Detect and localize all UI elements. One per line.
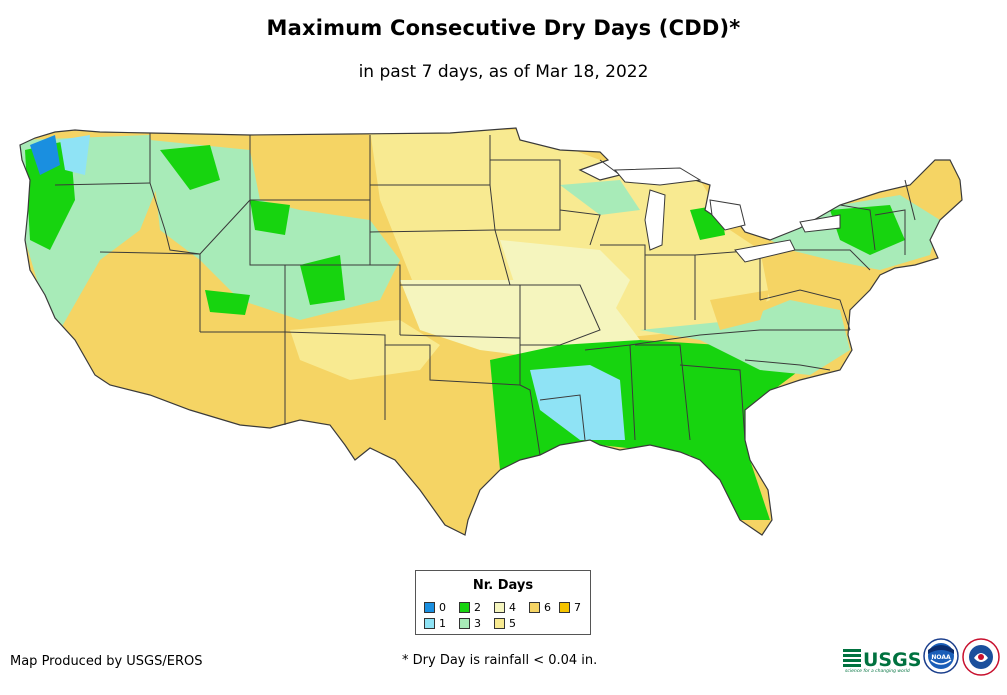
legend-label-2: 2 [474, 601, 481, 614]
legend-item-0: 0 [424, 602, 446, 614]
lake-michigan [644, 189, 666, 251]
region-2-days-idaho [160, 145, 220, 190]
legend-item-6: 6 [529, 602, 551, 614]
region-3-days-wi [560, 180, 640, 215]
legend-item-3: 3 [459, 618, 481, 630]
legend-title: Nr. Days [472, 578, 534, 593]
legend-label-7: 7 [574, 601, 581, 614]
legend-item-1: 1 [424, 618, 446, 630]
map-subtitle: in past 7 days, as of Mar 18, 2022 [358, 62, 649, 82]
map-title: Maximum Consecutive Dry Days (CDD)* [266, 16, 741, 40]
great-lakes [613, 167, 841, 263]
region-6-days-wv [710, 290, 770, 330]
lake-ontario [799, 214, 841, 233]
lake-erie [734, 239, 796, 263]
legend-swatch-7 [559, 602, 570, 613]
region-1-days-nw [60, 135, 90, 175]
region-2-days-ny [830, 205, 905, 255]
usgs-logo: USGS science for a changing world [843, 640, 921, 678]
legend-label-3: 3 [474, 617, 481, 630]
cdd-fill-layer [20, 128, 962, 535]
region-0-days-nw [30, 135, 60, 175]
usgs-tagline: science for a changing world [845, 668, 910, 674]
legend-item-7: 7 [559, 602, 581, 614]
legend-label-5: 5 [509, 617, 516, 630]
region-2-days-co [300, 255, 345, 305]
region-2-days-ut [205, 290, 250, 315]
legend-swatch-2 [459, 602, 470, 613]
legend-box: Nr. Days 0 1 2 3 4 5 6 7 [415, 570, 591, 635]
credit-text: Map Produced by USGS/EROS [10, 654, 203, 669]
legend-item-4: 4 [494, 602, 516, 614]
legend-label-1: 1 [439, 617, 446, 630]
legend-swatch-6 [529, 602, 540, 613]
dry-day-note: * Dry Day is rainfall < 0.04 in. [402, 653, 598, 668]
legend-swatch-3 [459, 618, 470, 629]
legend-item-2: 2 [459, 602, 481, 614]
region-2-days-wy [250, 200, 290, 235]
usgs-wordmark: USGS [863, 649, 921, 671]
legend-label-4: 4 [509, 601, 516, 614]
legend-item-5: 5 [494, 618, 516, 630]
region-1-days-ms [530, 365, 625, 440]
nws-logo [962, 638, 1000, 680]
noaa-wordmark: NOAA [931, 654, 951, 661]
legend-label-0: 0 [439, 601, 446, 614]
noaa-logo: NOAA [923, 638, 959, 678]
region-3-days-mid-atlantic [640, 300, 850, 375]
lake-superior [613, 167, 702, 186]
state-borders [19, 127, 963, 536]
legend-swatch-1 [424, 618, 435, 629]
legend-swatch-0 [424, 602, 435, 613]
lake-huron [709, 199, 746, 231]
legend-label-6: 6 [544, 601, 551, 614]
legend-swatch-5 [494, 618, 505, 629]
legend-swatch-4 [494, 602, 505, 613]
